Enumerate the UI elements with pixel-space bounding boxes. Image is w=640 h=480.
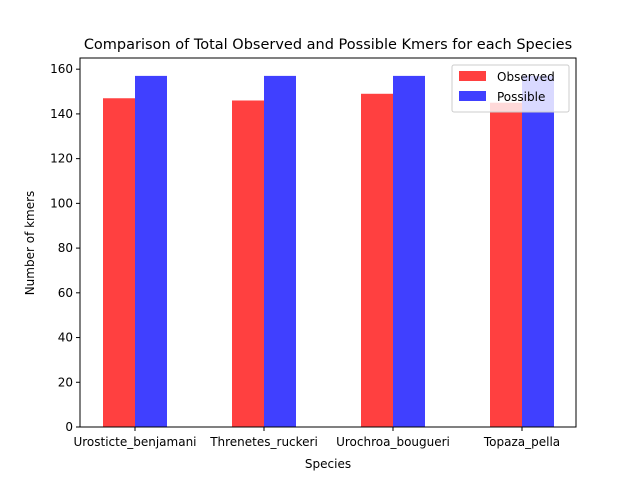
legend-swatch-observed xyxy=(459,71,486,81)
bar-observed-4 xyxy=(490,102,522,428)
x-tick-label: Urochroa_bougueri xyxy=(336,435,450,449)
x-tick-label: Urosticte_benjamani xyxy=(73,435,196,449)
x-axis-ticks: Urosticte_benjamani Threnetes_ruckeri Uroc… xyxy=(73,427,560,449)
bar-possible-3 xyxy=(393,75,425,428)
y-tick-label: 140 xyxy=(50,107,73,121)
bar-observed-1 xyxy=(103,98,135,427)
bar-observed-2 xyxy=(232,100,264,427)
bar-observed-3 xyxy=(361,93,393,428)
y-tick-label: 120 xyxy=(50,152,73,166)
y-axis-label: Number of kmers xyxy=(23,191,37,296)
y-tick-label: 160 xyxy=(50,62,73,76)
bar-possible-2 xyxy=(264,75,296,428)
legend-swatch-possible xyxy=(459,91,486,101)
y-tick-label: 40 xyxy=(58,331,73,345)
legend: Observed Possible xyxy=(451,64,570,113)
y-axis-ticks: 0 20 40 60 80 100 120 140 160 xyxy=(50,62,80,434)
bar-possible-1 xyxy=(135,75,167,428)
y-tick-label: 80 xyxy=(58,241,73,255)
y-tick-label: 0 xyxy=(65,420,73,434)
plot-frame xyxy=(79,57,577,428)
x-tick-label: Threnetes_ruckeri xyxy=(209,435,318,449)
x-tick-label: Topaza_pella xyxy=(483,435,560,449)
legend-label-possible: Possible xyxy=(497,90,545,104)
y-tick-label: 20 xyxy=(58,375,73,389)
y-tick-label: 60 xyxy=(58,286,73,300)
y-tick-label: 100 xyxy=(50,196,73,210)
bar-possible-4 xyxy=(522,75,554,428)
bars-group xyxy=(103,75,554,428)
legend-label-observed: Observed xyxy=(497,70,555,84)
x-axis-label: Species xyxy=(305,457,351,471)
chart-title: Comparison of Total Observed and Possibl… xyxy=(84,37,572,53)
